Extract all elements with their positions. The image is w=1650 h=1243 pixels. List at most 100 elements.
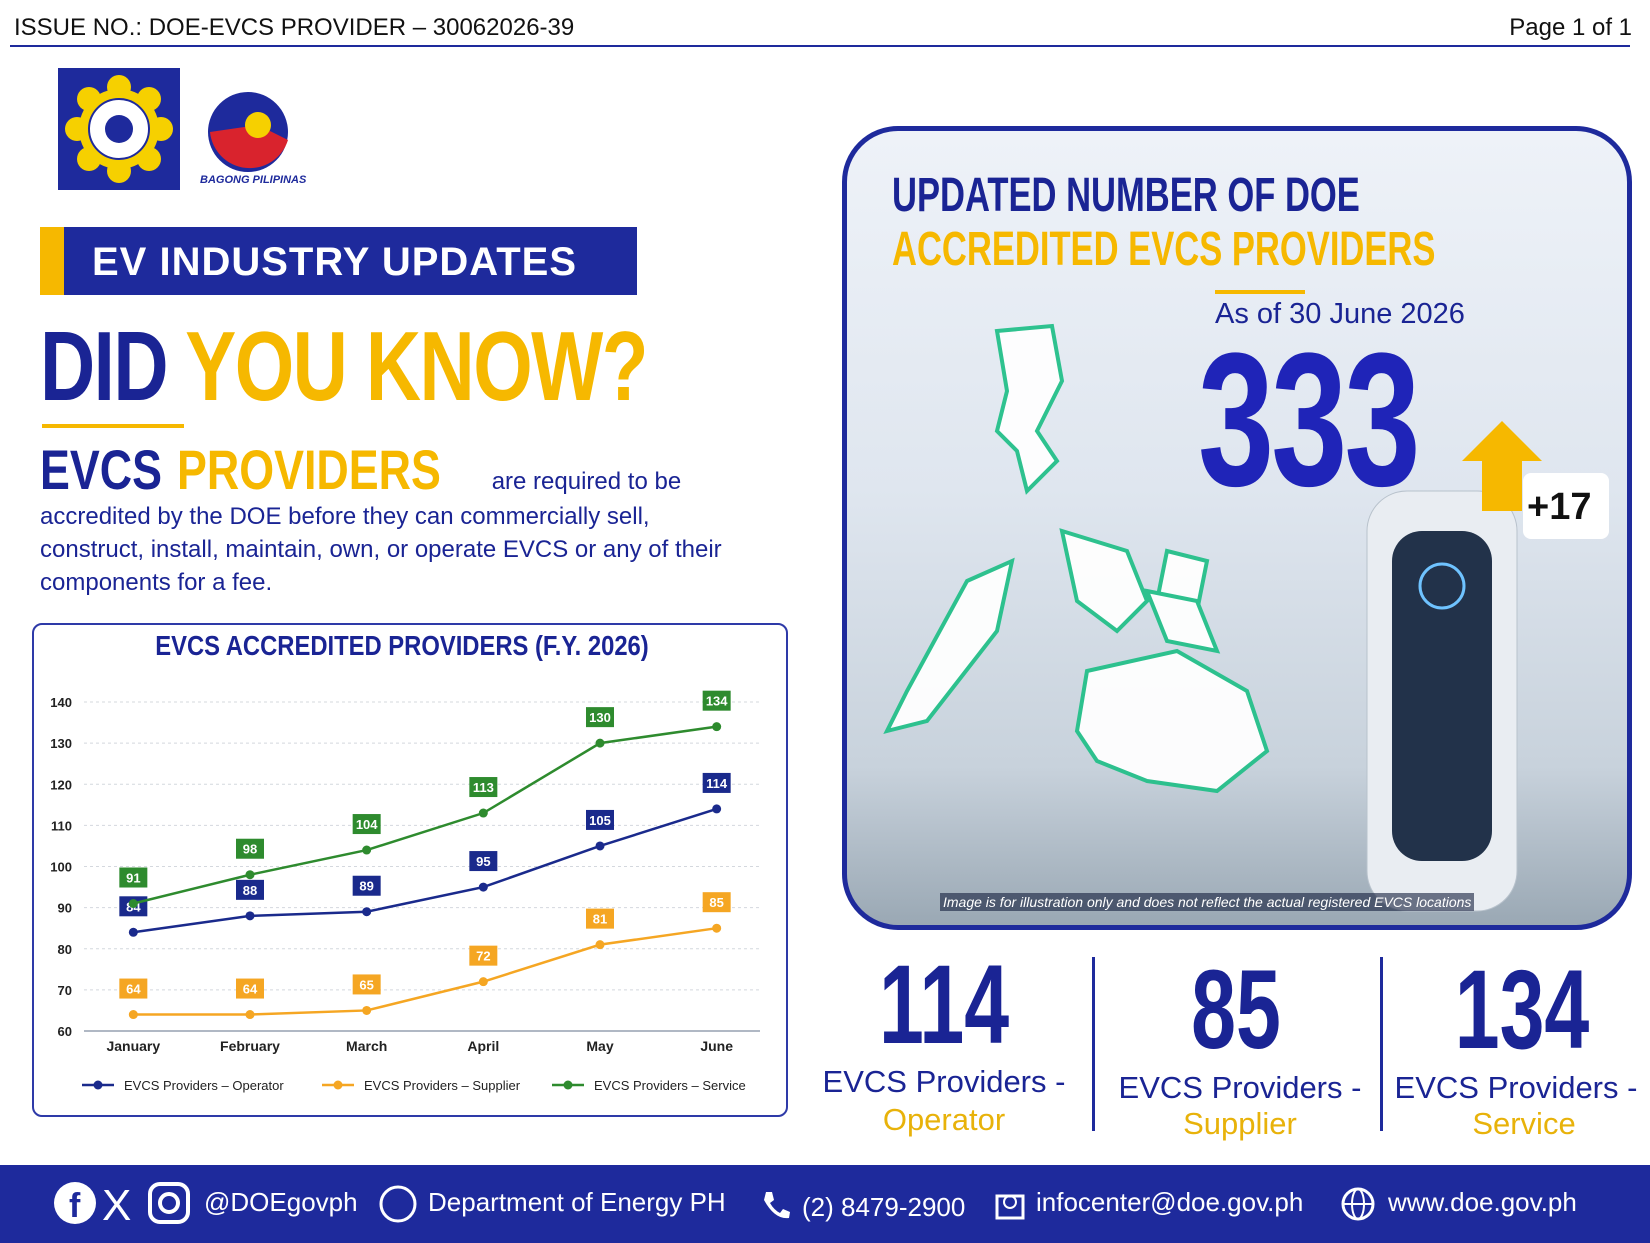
value-badge: [352, 814, 381, 835]
header-rule: [10, 45, 1630, 47]
footer-website: www.doe.gov.ph: [1388, 1187, 1577, 1217]
chart: EVCS ACCREDITED PROVIDERS (F.Y. 2026) 60…: [50, 629, 760, 1093]
increase-value: +17: [1527, 486, 1592, 528]
value-label: 65: [359, 977, 373, 992]
stat-label: EVCS Providers -: [1118, 1070, 1362, 1105]
x-tick-label: June: [700, 1038, 733, 1054]
value-badge: [469, 777, 498, 798]
intro-term: EVCS: [40, 438, 162, 501]
stat-value: 114: [878, 942, 1010, 1067]
value-badge: [469, 851, 498, 872]
point: [712, 923, 722, 933]
value-badge: [469, 945, 498, 966]
banner-accent: [40, 227, 64, 295]
footer: [0, 1165, 1650, 1243]
point: [712, 804, 722, 814]
headline-part: DID: [40, 311, 169, 421]
svg-text:f: f: [69, 1187, 81, 1225]
legend-dot: [93, 1080, 103, 1090]
y-tick-label: 60: [58, 1024, 72, 1039]
whatsapp-icon: [379, 1185, 417, 1223]
legend-dot: [333, 1080, 343, 1090]
point: [128, 927, 138, 937]
x-tick-label: April: [467, 1038, 499, 1054]
y-tick-label: 90: [58, 901, 72, 916]
value-badge: [236, 978, 264, 999]
value-label: 81: [593, 912, 607, 927]
disclaimer: Image is for illustration only and does …: [940, 893, 1475, 911]
accent-rule: [42, 424, 184, 428]
bagong-pilipinas-logo: BAGONG PILIPINAS: [200, 92, 307, 186]
headline: DID YOU KNOW?: [40, 310, 648, 423]
footer-email: infocenter@doe.gov.ph: [1036, 1187, 1304, 1217]
value-badge: [236, 879, 264, 900]
series-line: [133, 725, 717, 905]
value-badge: [702, 772, 731, 793]
series-line: [133, 926, 717, 1016]
point: [128, 899, 138, 909]
value-label: 95: [476, 854, 490, 869]
issue-number: ISSUE NO.: DOE-EVCS PROVIDER – 30062026-…: [14, 14, 575, 41]
point: [595, 940, 605, 950]
value-badge: [702, 690, 731, 711]
y-tick-label: 100: [50, 860, 72, 875]
point: [478, 882, 488, 892]
legend-dot: [563, 1080, 573, 1090]
point: [362, 907, 372, 917]
value-label: 105: [589, 813, 611, 828]
chart-title: EVCS ACCREDITED PROVIDERS (F.Y. 2026): [155, 629, 648, 661]
banner: [40, 227, 637, 295]
headline-part: YOU KNOW?: [185, 311, 648, 421]
value-badge: [119, 978, 148, 999]
as-of-date: As of 30 June 2026: [1215, 298, 1465, 330]
phone-icon: [764, 1192, 790, 1219]
panel-title: UPDATED NUMBER OF DOE: [892, 169, 1360, 222]
value-badge: [119, 867, 148, 888]
value-label: 91: [126, 871, 140, 886]
total-count: 333: [1198, 314, 1420, 526]
point: [595, 841, 605, 851]
value-badge: [586, 809, 614, 830]
value-label: 88: [243, 883, 257, 898]
value-badge: [352, 974, 381, 995]
social-icons: f X: [54, 1181, 190, 1226]
value-badge: [352, 875, 381, 896]
logo-caption: BAGONG PILIPINAS: [200, 174, 307, 186]
accent-rule: [1215, 290, 1305, 294]
legend-label: EVCS Providers – Service: [594, 1078, 746, 1093]
y-tick-label: 120: [50, 777, 72, 792]
banner-text: EV INDUSTRY UPDATES: [92, 240, 577, 284]
point: [595, 738, 605, 748]
value-label: 98: [243, 842, 257, 857]
stat-label: EVCS Providers -: [1394, 1070, 1638, 1105]
divider: [1380, 957, 1383, 1131]
stat-category: Operator: [882, 1102, 1006, 1137]
stat-value: 85: [1191, 947, 1281, 1072]
value-label: 130: [589, 710, 611, 725]
value-badge: [586, 908, 614, 929]
footer-social: @DOEgovph: [204, 1187, 358, 1217]
x-tick-label: January: [106, 1038, 160, 1054]
web-icon: [1341, 1187, 1375, 1221]
intro-text: are required to be accredited by the DOE…: [40, 468, 722, 596]
point: [245, 1010, 255, 1020]
stat-category: Service: [1472, 1106, 1576, 1141]
value-label: 85: [709, 895, 723, 910]
value-label: 104: [356, 817, 378, 832]
panel-title: ACCREDITED EVCS PROVIDERS: [892, 223, 1436, 276]
legend-label: EVCS Providers – Supplier: [364, 1078, 521, 1093]
value-badge: [702, 892, 731, 913]
panel-illustration: [883, 323, 1518, 912]
value-badge: [586, 707, 614, 728]
stat-category: Supplier: [1183, 1106, 1297, 1141]
stat-value: 134: [1454, 947, 1590, 1072]
footer-facebook: Department of Energy PH: [428, 1187, 726, 1217]
legend-label: EVCS Providers – Operator: [124, 1078, 284, 1093]
point: [245, 911, 255, 921]
increase-arrow: [1462, 421, 1542, 511]
y-tick-label: 80: [58, 942, 72, 957]
value-badge: [236, 838, 264, 859]
point: [362, 845, 372, 855]
y-tick-label: 130: [50, 736, 72, 751]
